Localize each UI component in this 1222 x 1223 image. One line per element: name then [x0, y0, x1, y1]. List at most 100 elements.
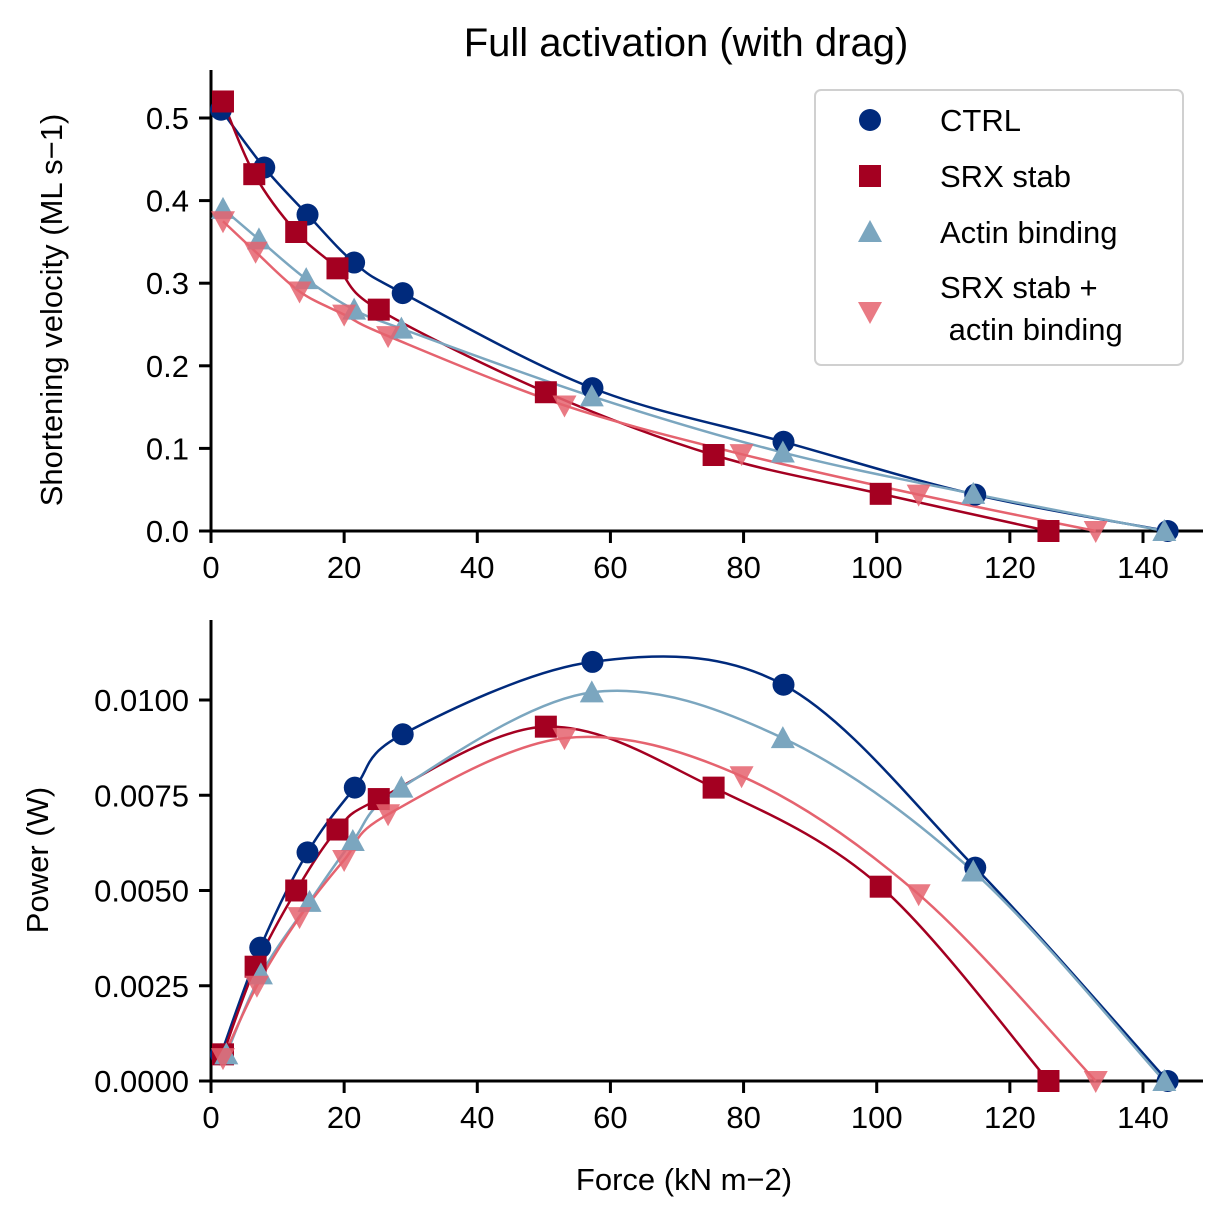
legend-marker: [859, 165, 881, 187]
fit-line-actin-binding: [222, 207, 1165, 533]
y-tick-label: 0.0000: [94, 1064, 189, 1099]
legend-label: Actin binding: [940, 215, 1118, 250]
point-srx-stab-actin-binding: [552, 395, 577, 418]
y-tick-label: 0.3: [146, 266, 189, 301]
point-srx-stab: [326, 818, 349, 841]
point-srx-stab-actin-binding: [210, 1048, 235, 1071]
point-srx-stab-actin-binding: [244, 975, 269, 998]
legend-frame: [814, 89, 1184, 366]
point-srx-stab-actin-binding: [729, 766, 754, 789]
point-actin-binding: [961, 481, 986, 504]
point-srx-stab-actin-binding: [287, 907, 312, 930]
point-actin-binding: [340, 828, 365, 851]
point-srx-stab-actin-binding: [376, 804, 401, 827]
point-ctrl: [581, 650, 604, 673]
point-srx-stab-actin-binding: [243, 241, 268, 264]
point-ctrl: [296, 841, 319, 864]
point-srx-stab-actin-binding: [376, 326, 401, 349]
legend-label: actin binding: [940, 312, 1123, 347]
point-srx-stab: [243, 163, 266, 186]
x-tick-label: 100: [851, 1100, 903, 1135]
y-tick-label: 0.5: [146, 101, 189, 136]
point-srx-stab: [869, 482, 892, 505]
y-tick-label: 0.0: [146, 514, 189, 549]
point-actin-binding: [770, 726, 795, 749]
legend-marker: [858, 302, 882, 324]
fit-line-srx-stab: [221, 725, 1050, 1082]
x-tick-label: 20: [327, 550, 361, 585]
x-tick-label: 140: [1117, 550, 1169, 585]
y-tick-label: 0.2: [146, 349, 189, 384]
point-srx-stab: [326, 257, 349, 280]
fit-line-actin-binding: [225, 689, 1166, 1082]
point-actin-binding: [1152, 1069, 1177, 1091]
chart-title: Full activation (with drag): [464, 21, 909, 65]
y-tick-label: 0.4: [146, 184, 189, 219]
point-srx-stab-actin-binding: [906, 884, 931, 907]
point-actin-binding: [579, 680, 604, 703]
point-ctrl: [391, 282, 414, 305]
point-srx-stab-actin-binding: [552, 728, 577, 751]
legend-marker: [858, 220, 882, 242]
point-srx-stab-actin-binding: [1083, 521, 1108, 543]
point-srx-stab-actin-binding: [1083, 1071, 1108, 1093]
y-axis-label-velocity: Shortening velocity (ML s−1): [34, 114, 69, 507]
point-srx-stab-actin-binding: [210, 211, 235, 234]
point-ctrl: [343, 251, 366, 274]
y-axis-label-power: Power (W): [20, 787, 55, 933]
point-ctrl: [296, 203, 319, 226]
point-srx-stab: [1037, 520, 1060, 542]
point-actin-binding: [1152, 519, 1177, 541]
legend-marker: [859, 109, 881, 131]
point-actin-binding: [579, 384, 604, 407]
point-srx-stab: [702, 776, 725, 799]
point-srx-stab: [534, 715, 557, 738]
point-ctrl: [772, 673, 795, 696]
x-tick-label: 60: [593, 1100, 627, 1135]
power-panel: 0 20 40 60 80 100 120 140 0.0000 0.0025 0.0050 0.00…: [94, 620, 1203, 1135]
legend-label: SRX stab +: [940, 270, 1098, 305]
x-tick-label: 140: [1117, 1100, 1169, 1135]
y-tick-label: 0.0075: [94, 778, 189, 813]
point-srx-stab: [367, 298, 390, 321]
point-srx-stab: [1037, 1070, 1060, 1092]
point-srx-stab-actin-binding: [729, 444, 754, 467]
point-srx-stab-actin-binding: [906, 484, 931, 507]
legend-label: SRX stab: [940, 159, 1071, 194]
legend-label: CTRL: [940, 103, 1021, 138]
x-tick-label: 80: [726, 550, 760, 585]
point-actin-binding: [389, 775, 414, 798]
fit-line-ctrl: [219, 655, 1169, 1082]
point-ctrl: [391, 723, 414, 746]
point-srx-stab: [285, 220, 308, 243]
x-tick-label: 60: [593, 550, 627, 585]
point-actin-binding: [297, 889, 322, 912]
point-actin-binding: [770, 440, 795, 463]
x-tick-label: 0: [202, 1100, 219, 1135]
y-tick-label: 0.0100: [94, 683, 189, 718]
x-tick-label: 80: [726, 1100, 760, 1135]
x-tick-label: 0: [202, 550, 219, 585]
x-tick-label: 20: [327, 1100, 361, 1135]
x-axis-label-force: Force (kN m−2): [576, 1162, 792, 1197]
point-actin-binding: [961, 859, 986, 882]
legend: CTRL SRX stab Actin binding SRX stab + acti…: [814, 89, 1184, 366]
x-tick-label: 100: [851, 550, 903, 585]
point-srx-stab: [285, 879, 308, 902]
point-ctrl: [249, 936, 272, 959]
point-srx-stab-actin-binding: [332, 304, 357, 327]
point-srx-stab: [702, 444, 725, 467]
point-srx-stab: [211, 90, 234, 113]
velocity-panel: 0 20 40 60 80 100 120 140 0.0 0.1 0.2 0.3 0.4 0.5: [146, 70, 1203, 585]
y-tick-label: 0.0025: [94, 969, 189, 1004]
y-tick-label: 0.1: [146, 431, 189, 466]
point-srx-stab-actin-binding: [332, 850, 357, 873]
x-tick-label: 120: [984, 550, 1036, 585]
point-srx-stab-actin-binding: [287, 281, 312, 304]
point-ctrl: [343, 776, 366, 799]
y-tick-label: 0.0050: [94, 874, 189, 909]
point-srx-stab: [869, 875, 892, 898]
x-tick-label: 40: [460, 550, 494, 585]
x-tick-label: 40: [460, 1100, 494, 1135]
